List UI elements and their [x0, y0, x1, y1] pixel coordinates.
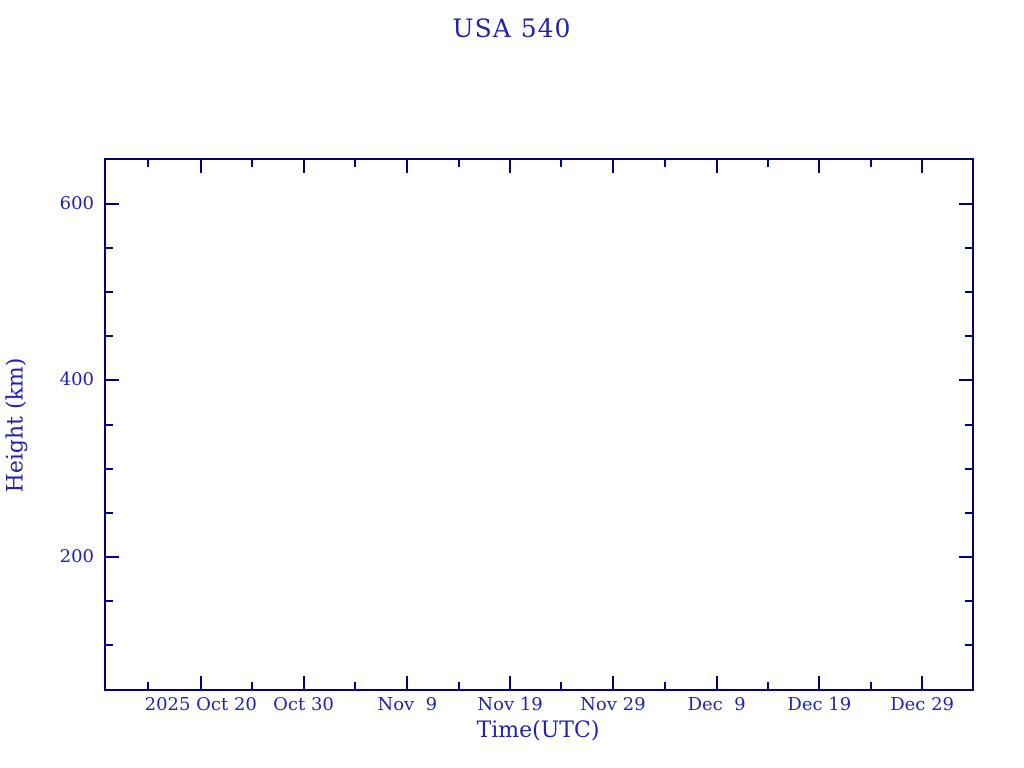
- x-tick-label: Oct 30: [273, 694, 334, 715]
- x-tick-label: Nov 19: [477, 694, 543, 715]
- chart-title: USA 540: [452, 14, 572, 43]
- y-major-tick: [959, 379, 972, 382]
- y-minor-tick: [965, 511, 972, 514]
- x-major-tick: [715, 676, 718, 689]
- y-major-tick: [106, 555, 119, 558]
- plot-area: 2025 Oct 20 Oct 30 Nov 9 Nov 19 Nov 29 Dec 9 D…: [60, 158, 974, 715]
- x-axis-label: Time(UTC): [476, 718, 600, 743]
- y-major-tick: [959, 555, 972, 558]
- x-minor-tick: [457, 160, 460, 167]
- y-major-tick: [106, 203, 119, 206]
- y-tick-label: 400: [59, 369, 94, 391]
- x-major-tick: [302, 160, 305, 173]
- x-minor-tick: [457, 682, 460, 689]
- x-major-tick: [611, 676, 614, 689]
- x-minor-tick: [663, 682, 666, 689]
- y-minor-tick: [106, 247, 113, 250]
- x-minor-tick: [560, 682, 563, 689]
- x-tick-label: Dec 9: [687, 694, 746, 715]
- x-major-tick: [406, 160, 409, 173]
- y-axis-label: Height (km): [3, 357, 29, 493]
- y-major-tick: [106, 379, 119, 382]
- x-minor-tick: [766, 160, 769, 167]
- y-minor-tick: [106, 643, 113, 646]
- x-major-tick: [509, 160, 512, 173]
- x-major-tick: [921, 160, 924, 173]
- x-tick-label: Nov 29: [580, 694, 646, 715]
- y-minor-tick: [965, 467, 972, 470]
- x-minor-tick: [147, 682, 150, 689]
- x-minor-tick: [251, 682, 254, 689]
- x-minor-tick: [251, 160, 254, 167]
- x-major-tick: [406, 676, 409, 689]
- x-major-tick: [509, 676, 512, 689]
- x-minor-tick: [869, 682, 872, 689]
- y-major-tick: [959, 203, 972, 206]
- y-minor-tick: [106, 467, 113, 470]
- y-minor-tick: [965, 423, 972, 426]
- x-minor-tick: [354, 682, 357, 689]
- x-minor-tick: [766, 682, 769, 689]
- x-major-tick: [611, 160, 614, 173]
- y-minor-tick: [965, 291, 972, 294]
- x-minor-tick: [147, 160, 150, 167]
- x-major-tick: [921, 676, 924, 689]
- y-minor-tick: [106, 335, 113, 338]
- x-major-tick: [818, 160, 821, 173]
- x-major-tick: [715, 160, 718, 173]
- y-minor-tick: [965, 643, 972, 646]
- x-tick-label: Dec 19: [787, 694, 852, 715]
- y-minor-tick: [106, 511, 113, 514]
- y-minor-tick: [965, 247, 972, 250]
- y-minor-tick: [965, 335, 972, 338]
- y-minor-tick: [106, 599, 113, 602]
- x-minor-tick: [354, 160, 357, 167]
- x-major-tick: [302, 676, 305, 689]
- x-minor-tick: [869, 160, 872, 167]
- x-tick-label: Dec 29: [890, 694, 955, 715]
- x-tick-label: Nov 9: [377, 694, 438, 715]
- y-minor-tick: [106, 291, 113, 294]
- x-major-tick: [199, 676, 202, 689]
- x-major-tick: [818, 676, 821, 689]
- y-tick-label: 600: [59, 193, 94, 215]
- y-minor-tick: [965, 599, 972, 602]
- x-minor-tick: [560, 160, 563, 167]
- y-minor-tick: [106, 423, 113, 426]
- x-tick-label: 2025 Oct 20: [144, 694, 257, 715]
- x-major-tick: [199, 160, 202, 173]
- y-tick-label: 200: [59, 545, 94, 567]
- x-minor-tick: [663, 160, 666, 167]
